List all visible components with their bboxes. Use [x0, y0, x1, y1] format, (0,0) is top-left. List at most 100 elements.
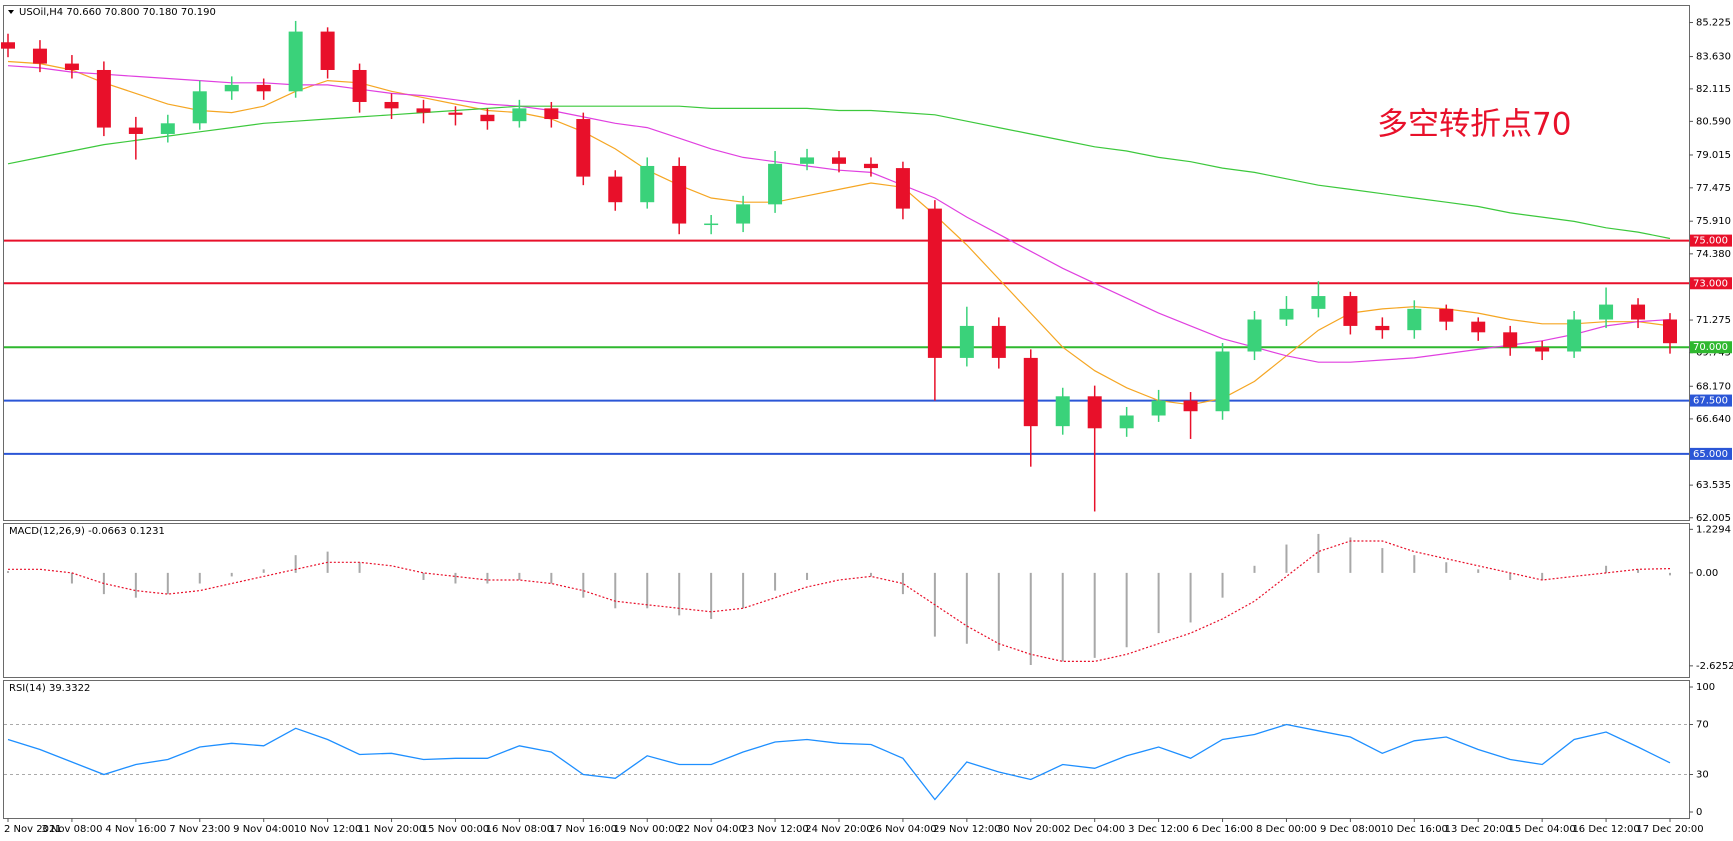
candle-body	[1055, 396, 1070, 427]
candle-body	[736, 204, 751, 224]
x-tick-label: 9 Dec 08:00	[1320, 824, 1381, 835]
candle-body	[416, 108, 431, 113]
level-label-box	[1690, 341, 1732, 354]
candle-body	[672, 165, 687, 224]
candle-body	[832, 157, 846, 164]
level-label-box	[1690, 394, 1732, 407]
x-tick-label: 6 Dec 16:00	[1192, 824, 1253, 835]
level-label: 67.500	[1693, 396, 1728, 407]
x-tick-label: 16 Nov 08:00	[486, 824, 553, 835]
rsi-panel	[3, 680, 1690, 819]
candle-body	[288, 31, 303, 92]
candle-body	[927, 208, 942, 358]
candle-body	[1343, 296, 1358, 326]
candle-body	[1023, 357, 1038, 427]
candle-body	[959, 325, 974, 358]
candle-body	[32, 48, 47, 64]
x-tick-label: 13 Dec 20:00	[1445, 824, 1512, 835]
candle-body	[64, 63, 79, 70]
candle-body	[1151, 400, 1166, 416]
y-tick-label: 1.2294	[1696, 524, 1731, 535]
x-tick-label: 29 Nov 12:00	[933, 824, 1000, 835]
level-label: 75.000	[1693, 236, 1728, 247]
candle-body	[768, 163, 783, 205]
candle-body	[1, 42, 15, 49]
y-tick-label: 85.225	[1696, 18, 1731, 29]
y-tick-label: 77.475	[1696, 183, 1731, 194]
candle-body	[320, 31, 335, 70]
x-tick-label: 4 Nov 16:00	[105, 824, 166, 835]
rsi-title: RSI(14) 39.3322	[9, 683, 90, 694]
candle-body	[1599, 304, 1614, 320]
candle-body	[1183, 400, 1198, 412]
x-tick-label: 2 Nov 2021	[4, 824, 62, 835]
y-tick-label: -2.6252	[1696, 661, 1733, 672]
x-tick-label: 9 Nov 04:00	[233, 824, 294, 835]
annotation: 多空转折点70	[1377, 107, 1571, 143]
y-tick-label: 0.00	[1696, 568, 1718, 579]
price-panel	[3, 5, 1690, 521]
y-tick-label: 74.380	[1696, 249, 1731, 260]
y-tick-label: 66.640	[1696, 414, 1731, 425]
y-tick-label: 80.590	[1696, 116, 1731, 127]
candle-body	[384, 101, 399, 109]
y-tick-label: 70	[1696, 720, 1709, 731]
x-tick-label: 8 Dec 00:00	[1256, 824, 1317, 835]
x-tick-label: 10 Dec 16:00	[1381, 824, 1448, 835]
candle-body	[128, 127, 143, 134]
candle-body	[1215, 351, 1230, 412]
candle-body	[800, 157, 815, 164]
candle-body	[480, 114, 495, 122]
x-tick-label: 15 Dec 04:00	[1509, 824, 1576, 835]
x-tick-label: 23 Nov 12:00	[741, 824, 808, 835]
symbol-title: USOil,H4 70.660 70.800 70.180 70.190	[19, 7, 216, 18]
x-tick-label: 2 Dec 04:00	[1064, 824, 1125, 835]
x-tick-label: 19 Nov 00:00	[614, 824, 681, 835]
candle-body	[863, 163, 878, 169]
candle-body	[1663, 319, 1677, 344]
x-tick-label: 10 Nov 12:00	[294, 824, 361, 835]
candle-body	[608, 176, 623, 203]
x-tick-label: 15 Nov 00:00	[422, 824, 489, 835]
candle-body	[640, 165, 655, 203]
moving-average	[7, 60, 1671, 406]
x-tick-label: 30 Nov 20:00	[997, 824, 1064, 835]
level-label-box	[1690, 447, 1732, 460]
y-tick-label: 82.115	[1696, 84, 1731, 95]
y-tick-label: 71.275	[1696, 315, 1731, 326]
level-label: 73.000	[1693, 278, 1728, 289]
candle-body	[1439, 308, 1454, 322]
candle-body	[512, 108, 527, 122]
x-tick-label: 3 Dec 12:00	[1128, 824, 1189, 835]
x-tick-label: 3 Nov 08:00	[41, 824, 102, 835]
candle-body	[1503, 332, 1518, 348]
y-tick-label: 0	[1696, 807, 1702, 818]
x-tick-label: 17 Dec 20:00	[1636, 824, 1703, 835]
candle-body	[1631, 304, 1646, 320]
rsi-line	[7, 723, 1671, 801]
level-label: 65.000	[1693, 449, 1728, 460]
y-tick-label: 83.630	[1696, 52, 1731, 63]
candle-body	[160, 123, 175, 134]
level-label-box	[1690, 234, 1732, 247]
candle-body	[1375, 325, 1390, 331]
candle-body	[544, 108, 559, 120]
candle-body	[1087, 396, 1102, 429]
y-tick-label: 62.005	[1696, 513, 1731, 524]
candle-body	[352, 69, 367, 102]
x-tick-label: 16 Dec 12:00	[1572, 824, 1639, 835]
level-label-box	[1690, 277, 1732, 290]
x-tick-label: 24 Nov 20:00	[805, 824, 872, 835]
candle-body	[991, 325, 1006, 358]
candle-body	[1247, 319, 1262, 352]
candle-body	[1471, 321, 1486, 333]
y-tick-label: 63.535	[1696, 480, 1731, 491]
y-tick-label: 100	[1696, 682, 1715, 693]
level-label: 70.000	[1693, 342, 1728, 353]
macd-panel	[3, 523, 1690, 678]
candle-body	[1311, 296, 1326, 309]
signal-line	[8, 540, 1671, 662]
menu-arrow	[8, 10, 14, 14]
candle-body	[192, 91, 207, 124]
